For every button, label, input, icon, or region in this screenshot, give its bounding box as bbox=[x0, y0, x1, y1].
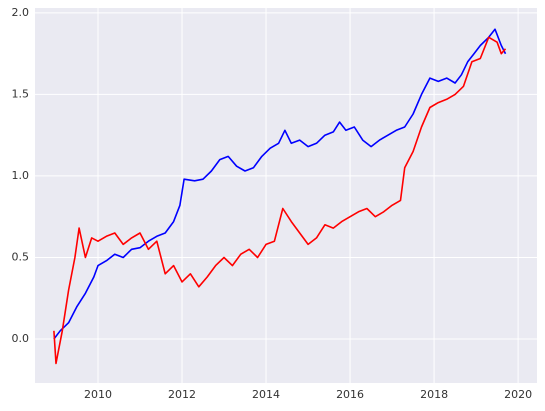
x-tick-label: 2010 bbox=[84, 388, 112, 401]
y-tick-label: 1.5 bbox=[12, 87, 30, 100]
x-tick-label: 2016 bbox=[336, 388, 364, 401]
plot-area bbox=[35, 8, 537, 383]
x-tick-label: 2012 bbox=[168, 388, 196, 401]
x-tick-label: 2020 bbox=[504, 388, 532, 401]
series-line bbox=[53, 36, 507, 365]
y-tick-label: 1.0 bbox=[12, 169, 30, 182]
y-tick-label: 2.0 bbox=[12, 6, 30, 19]
series-line bbox=[53, 28, 507, 340]
x-tick-label: 2014 bbox=[252, 388, 280, 401]
y-tick-label: 0.5 bbox=[12, 250, 30, 263]
y-tick-label: 0.0 bbox=[12, 332, 30, 345]
x-tick-label: 2018 bbox=[420, 388, 448, 401]
